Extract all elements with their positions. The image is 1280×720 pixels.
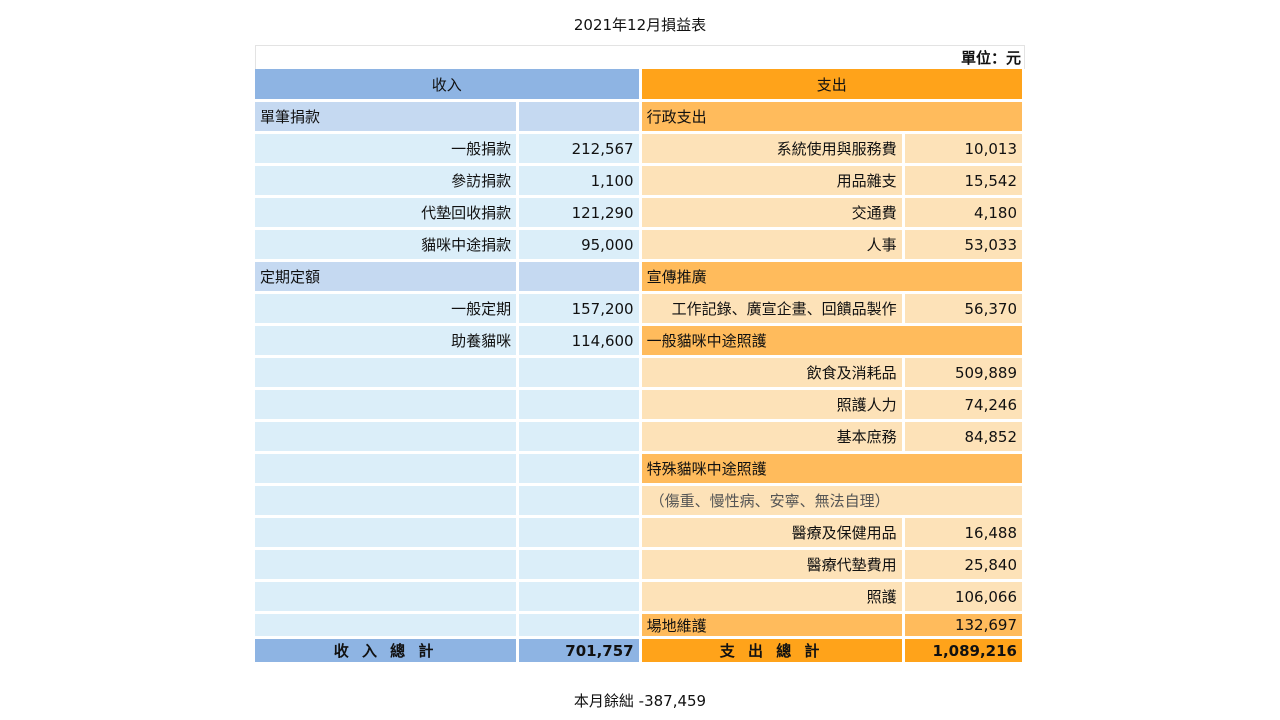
table-row: 照護 106,066 xyxy=(255,582,1025,614)
expense-item-label: 工作記錄、廣宣企畫、回饋品製作 xyxy=(641,294,905,326)
income-empty-cell xyxy=(255,582,520,614)
income-empty-cell xyxy=(519,486,642,518)
table-header-row: 收入 支出 xyxy=(255,69,1025,102)
income-empty-cell xyxy=(519,518,642,550)
income-empty-cell xyxy=(519,358,642,390)
table-row: 醫療及保健用品 16,488 xyxy=(255,518,1025,550)
expense-item-value: 56,370 xyxy=(904,294,1025,326)
income-item-label: 參訪捐款 xyxy=(255,166,520,198)
expense-item-value: 15,542 xyxy=(904,166,1025,198)
income-category-blank xyxy=(519,102,642,134)
expense-item-value: 10,013 xyxy=(904,134,1025,166)
totals-row: 收 入 總 計 701,757 支 出 總 計 1,089,216 xyxy=(255,639,1025,665)
expense-item-label: 人事 xyxy=(641,230,905,262)
expense-item-value: 106,066 xyxy=(904,582,1025,614)
income-empty-cell xyxy=(255,422,520,454)
income-item-label: 一般捐款 xyxy=(255,134,520,166)
table-row: 定期定額 宣傳推廣 xyxy=(255,262,1025,294)
expense-item-value: 25,840 xyxy=(904,550,1025,582)
table-body: 收入 支出 單筆捐款 行政支出 一般捐款 212,567 系統使用與服務費 10,013 參… xyxy=(255,69,1025,665)
income-item-label: 助養貓咪 xyxy=(255,326,520,358)
income-empty-cell xyxy=(255,614,520,639)
income-item-label: 一般定期 xyxy=(255,294,520,326)
expense-item-label: 醫療及保健用品 xyxy=(641,518,905,550)
expense-item-label: 照護 xyxy=(641,582,905,614)
table-row: 特殊貓咪中途照護 xyxy=(255,454,1025,486)
income-empty-cell xyxy=(255,390,520,422)
income-statement-table: 收入 支出 單筆捐款 行政支出 一般捐款 212,567 系統使用與服務費 10,013 參… xyxy=(255,69,1025,665)
expense-total-label: 支 出 總 計 xyxy=(641,639,905,665)
income-empty-cell xyxy=(255,358,520,390)
income-empty-cell xyxy=(519,582,642,614)
income-empty-cell xyxy=(255,454,520,486)
income-empty-cell xyxy=(255,486,520,518)
expense-item-value: 53,033 xyxy=(904,230,1025,262)
income-item-label: 貓咪中途捐款 xyxy=(255,230,520,262)
income-header: 收入 xyxy=(255,69,642,102)
expense-item-label: 照護人力 xyxy=(641,390,905,422)
expense-item-label: 系統使用與服務費 xyxy=(641,134,905,166)
income-empty-cell xyxy=(519,390,642,422)
income-category-blank xyxy=(519,262,642,294)
table-row: 場地維護 132,697 xyxy=(255,614,1025,639)
expense-category-label: 行政支出 xyxy=(641,102,1025,134)
table-row: 代墊回收捐款 121,290 交通費 4,180 xyxy=(255,198,1025,230)
expense-item-label: 基本庶務 xyxy=(641,422,905,454)
table-row: 一般捐款 212,567 系統使用與服務費 10,013 xyxy=(255,134,1025,166)
expense-item-label: 飲食及消耗品 xyxy=(641,358,905,390)
table-row: 單筆捐款 行政支出 xyxy=(255,102,1025,134)
table-row: 參訪捐款 1,100 用品雜支 15,542 xyxy=(255,166,1025,198)
income-item-value: 157,200 xyxy=(519,294,642,326)
expense-item-value: 509,889 xyxy=(904,358,1025,390)
income-item-value: 114,600 xyxy=(519,326,642,358)
expense-category-label: 特殊貓咪中途照護 xyxy=(641,454,1025,486)
expense-item-value: 74,246 xyxy=(904,390,1025,422)
expense-category-label: 場地維護 xyxy=(641,614,905,639)
income-statement-sheet: 單位：元 收入 支出 單筆捐款 行政支出 一般捐款 212,567 系統使用與服務費 10… xyxy=(255,45,1025,665)
expense-item-label: 醫療代墊費用 xyxy=(641,550,905,582)
expense-item-value: 84,852 xyxy=(904,422,1025,454)
income-empty-cell xyxy=(519,422,642,454)
table-row: 一般定期 157,200 工作記錄、廣宣企畫、回饋品製作 56,370 xyxy=(255,294,1025,326)
expense-header: 支出 xyxy=(641,69,1025,102)
expense-item-value: 4,180 xyxy=(904,198,1025,230)
expense-item-label: 用品雜支 xyxy=(641,166,905,198)
expense-note: （傷重、慢性病、安寧、無法自理） xyxy=(641,486,1025,518)
expense-item-label: 交通費 xyxy=(641,198,905,230)
income-total-label: 收 入 總 計 xyxy=(255,639,520,665)
income-item-label: 代墊回收捐款 xyxy=(255,198,520,230)
report-title: 2021年12月損益表 xyxy=(573,16,707,34)
table-row: 飲食及消耗品 509,889 xyxy=(255,358,1025,390)
table-row: 助養貓咪 114,600 一般貓咪中途照護 xyxy=(255,326,1025,358)
income-total-value: 701,757 xyxy=(519,639,642,665)
unit-label: 單位：元 xyxy=(255,45,1025,69)
expense-category-label: 宣傳推廣 xyxy=(641,262,1025,294)
table-row: 醫療代墊費用 25,840 xyxy=(255,550,1025,582)
income-empty-cell xyxy=(519,550,642,582)
table-row: 基本庶務 84,852 xyxy=(255,422,1025,454)
income-empty-cell xyxy=(519,614,642,639)
expense-total-value: 1,089,216 xyxy=(904,639,1025,665)
income-item-value: 95,000 xyxy=(519,230,642,262)
income-category-label: 定期定額 xyxy=(255,262,520,294)
expense-item-value: 16,488 xyxy=(904,518,1025,550)
table-row: 照護人力 74,246 xyxy=(255,390,1025,422)
income-item-value: 1,100 xyxy=(519,166,642,198)
monthly-balance: 本月餘絀 -387,459 xyxy=(573,692,707,710)
income-category-label: 單筆捐款 xyxy=(255,102,520,134)
income-empty-cell xyxy=(255,550,520,582)
income-item-value: 121,290 xyxy=(519,198,642,230)
table-row: （傷重、慢性病、安寧、無法自理） xyxy=(255,486,1025,518)
expense-category-label: 一般貓咪中途照護 xyxy=(641,326,1025,358)
income-empty-cell xyxy=(255,518,520,550)
income-empty-cell xyxy=(519,454,642,486)
table-row: 貓咪中途捐款 95,000 人事 53,033 xyxy=(255,230,1025,262)
expense-category-value: 132,697 xyxy=(904,614,1025,639)
income-item-value: 212,567 xyxy=(519,134,642,166)
